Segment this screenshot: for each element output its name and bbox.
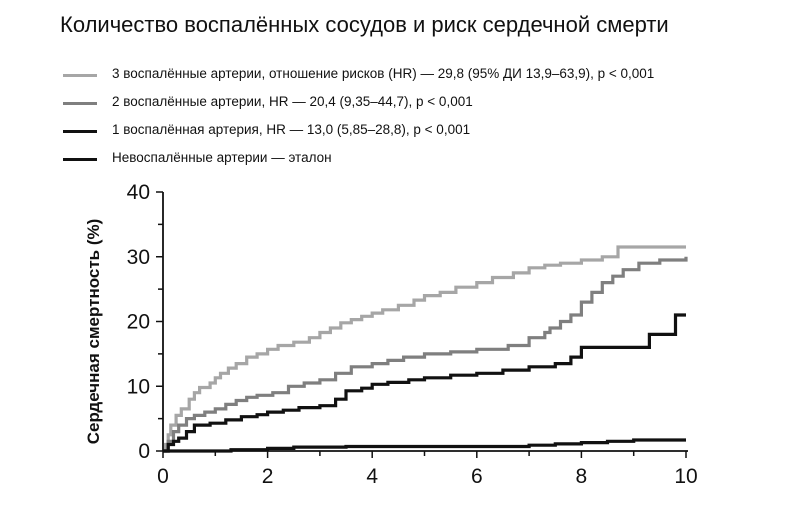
legend-swatch-two-arteries: [63, 102, 97, 105]
series-line-2: [163, 313, 686, 453]
legend-label-two-arteries: 2 воспалённые артерии, HR — 20,4 (9,35–4…: [112, 94, 473, 109]
series-layer: [163, 245, 688, 453]
series-line-0: [163, 245, 686, 453]
legend-label-three-arteries: 3 воспалённые артерии, отношение рисков …: [112, 66, 655, 81]
series-line-1: [163, 256, 688, 453]
series-line-3: [163, 438, 686, 453]
y-axis-label: Сердечная смертность (%): [84, 219, 103, 445]
legend-label-reference: Невоспалённые артерии — эталон: [112, 150, 332, 165]
y-tick-label: 10: [127, 375, 150, 398]
legend-swatch-three-arteries: [63, 74, 97, 77]
y-tick-label: 0: [138, 440, 150, 463]
axes-layer: 0 2 4 6 8 10 0 10 20 30 40 Сердечная смертность (%): [84, 181, 698, 488]
legend-label-one-artery: 1 воспалённая артерия, HR — 13,0 (5,85–2…: [112, 122, 471, 137]
legend-swatch-one-artery: [63, 130, 97, 133]
y-tick-label: 30: [127, 246, 150, 269]
x-tick-label: 8: [576, 465, 588, 488]
x-tick-label: 6: [471, 465, 483, 488]
y-tick-label: 20: [127, 311, 150, 334]
chart-title: Количество воспалённых сосудов и риск се…: [60, 12, 669, 37]
x-tick-label: 4: [366, 465, 378, 488]
legend-swatch-reference: [63, 158, 97, 161]
x-tick-label: 0: [157, 465, 169, 488]
y-tick-label: 40: [127, 181, 150, 204]
x-tick-label: 2: [262, 465, 274, 488]
x-tick-label: 10: [674, 465, 697, 488]
